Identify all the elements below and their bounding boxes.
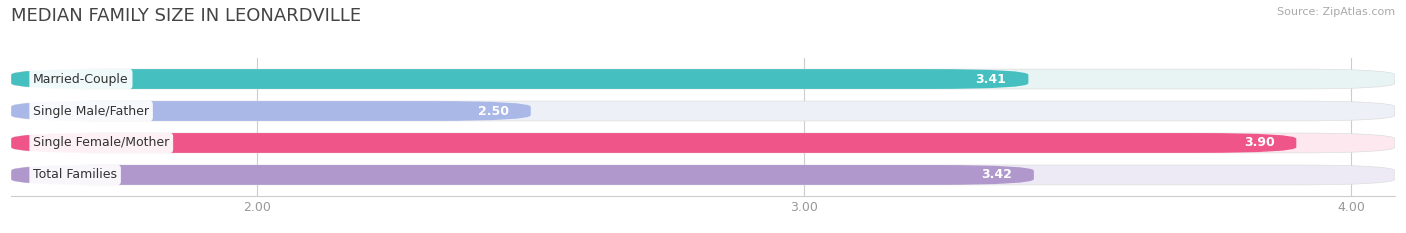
Text: Total Families: Total Families [34, 168, 117, 182]
FancyBboxPatch shape [11, 101, 1395, 121]
FancyBboxPatch shape [11, 101, 530, 121]
Text: MEDIAN FAMILY SIZE IN LEONARDVILLE: MEDIAN FAMILY SIZE IN LEONARDVILLE [11, 7, 361, 25]
FancyBboxPatch shape [11, 165, 1395, 185]
FancyBboxPatch shape [11, 69, 1395, 89]
Text: 2.50: 2.50 [478, 104, 509, 117]
Text: Single Female/Mother: Single Female/Mother [34, 137, 169, 150]
Text: Single Male/Father: Single Male/Father [34, 104, 149, 117]
Text: 3.42: 3.42 [981, 168, 1012, 182]
FancyBboxPatch shape [11, 133, 1395, 153]
FancyBboxPatch shape [11, 69, 1028, 89]
Text: Source: ZipAtlas.com: Source: ZipAtlas.com [1277, 7, 1395, 17]
Text: 3.41: 3.41 [976, 72, 1007, 86]
Text: Married-Couple: Married-Couple [34, 72, 129, 86]
FancyBboxPatch shape [11, 165, 1033, 185]
FancyBboxPatch shape [11, 133, 1296, 153]
Text: 3.90: 3.90 [1244, 137, 1274, 150]
